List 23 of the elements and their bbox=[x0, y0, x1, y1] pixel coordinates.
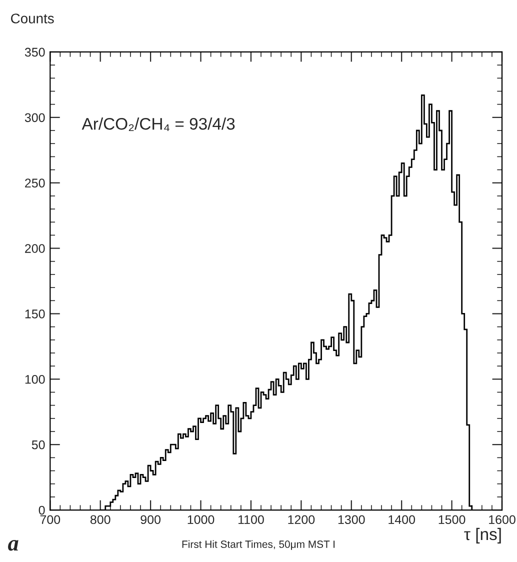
x-axis-title: τ [ns] bbox=[464, 528, 501, 544]
y-tick-label: 250 bbox=[25, 178, 45, 188]
y-tick-label: 150 bbox=[25, 310, 45, 318]
x-tick-label: 1100 bbox=[238, 515, 264, 524]
x-tick-label: 1600 bbox=[489, 515, 516, 524]
x-tick-label: 700 bbox=[40, 515, 60, 524]
y-tick-label: 50 bbox=[32, 440, 45, 450]
y-tick-label: 300 bbox=[24, 113, 45, 122]
x-tick-label: 1200 bbox=[288, 515, 315, 524]
x-tick-label: 1400 bbox=[388, 515, 416, 524]
y-tick-label: 100 bbox=[25, 374, 45, 384]
x-tick-label: 1300 bbox=[338, 515, 365, 524]
annotation: Ar/CO₂/CH₄ = 93/4/3 bbox=[82, 118, 235, 132]
y-tick-label: 200 bbox=[25, 244, 45, 253]
x-tick-label: 900 bbox=[140, 515, 160, 524]
x-tick-label: 1500 bbox=[438, 515, 466, 524]
text: First Hit Start Times, 50μm MST I bbox=[182, 540, 335, 550]
x-tick-label: 1000 bbox=[188, 515, 214, 524]
y-axis-title: Counts bbox=[11, 14, 54, 24]
y-tick-label: 350 bbox=[24, 48, 45, 57]
y-tick-label: 0 bbox=[38, 506, 45, 515]
x-tick-label: 800 bbox=[90, 515, 110, 524]
text: a bbox=[8, 540, 18, 551]
